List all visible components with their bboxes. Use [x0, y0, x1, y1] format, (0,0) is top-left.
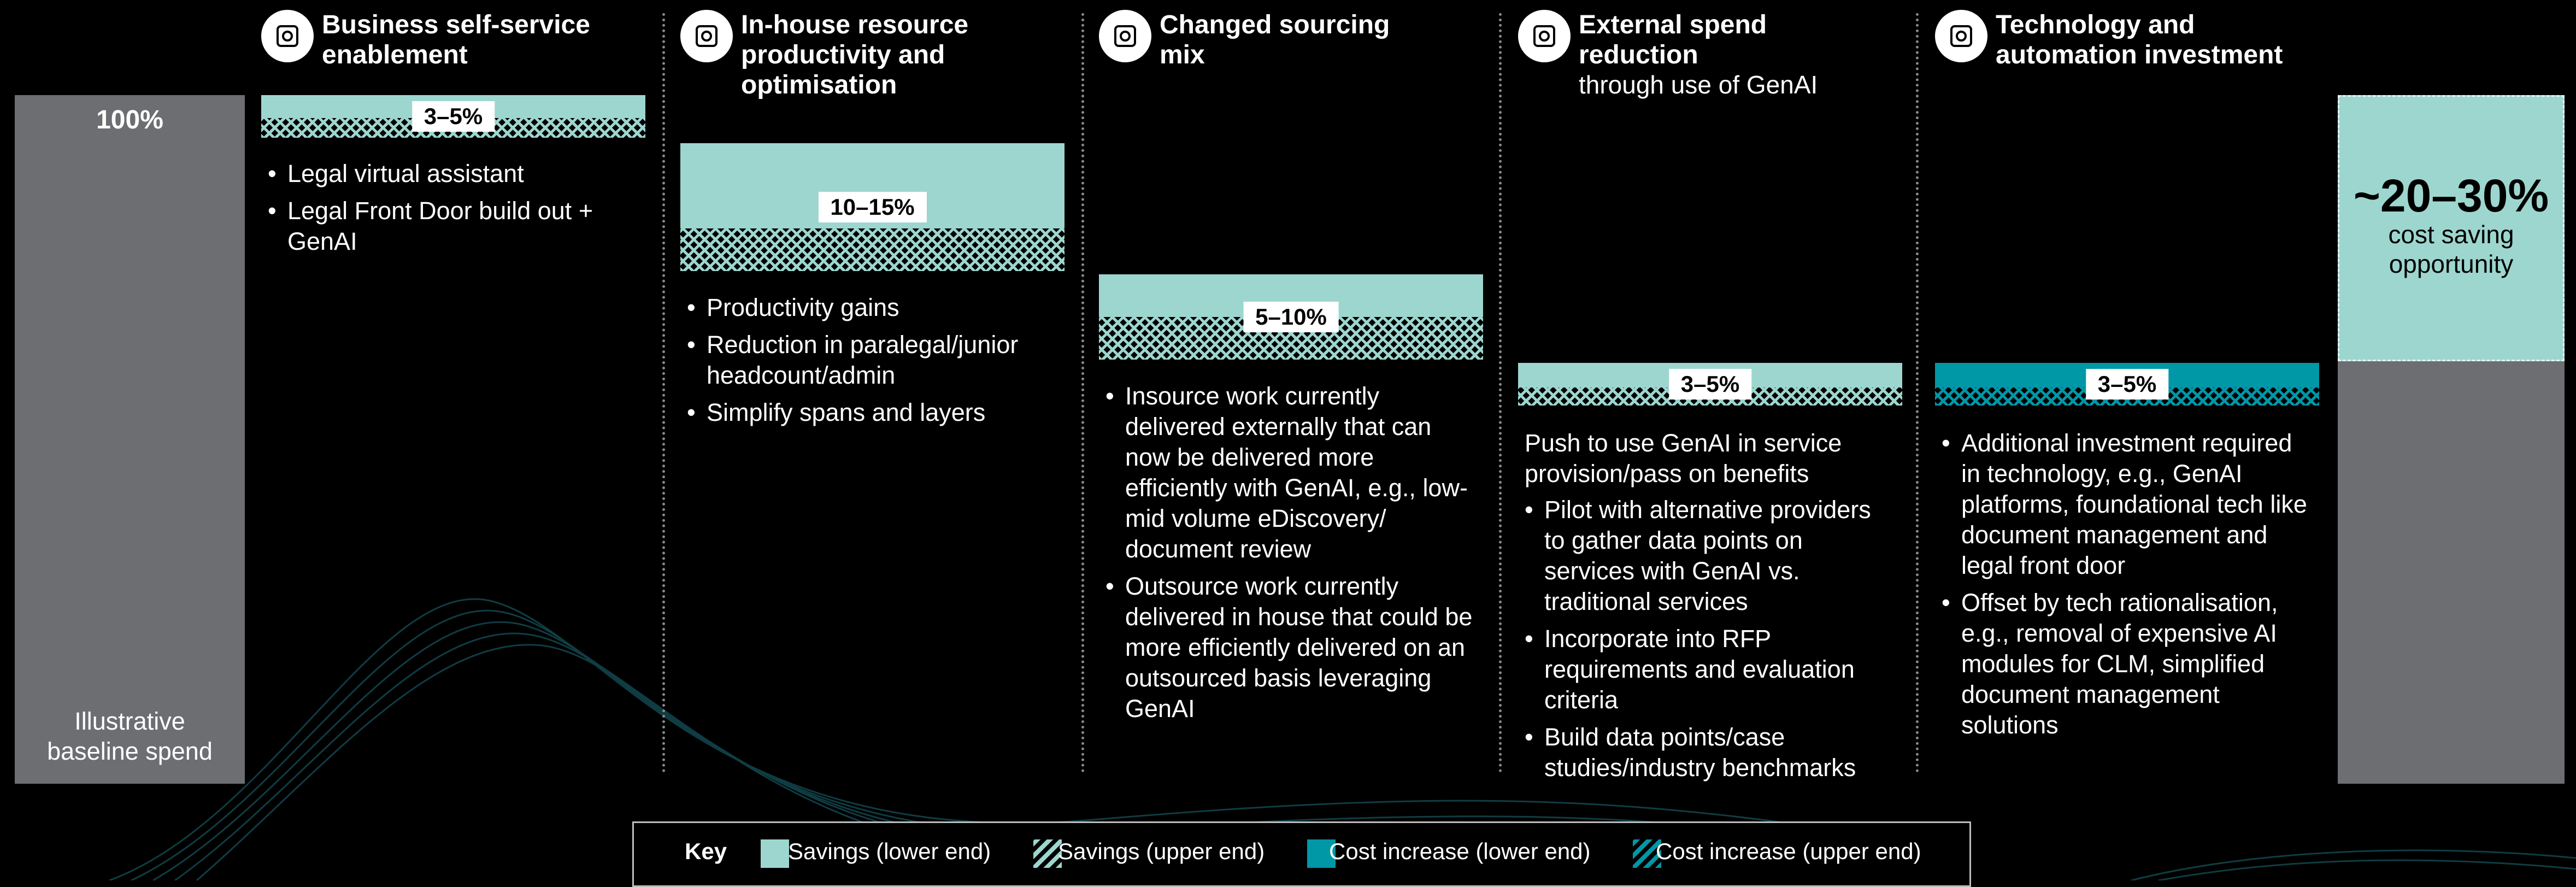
bullet-list: Pilot with alternative providers to gath…: [1525, 495, 1896, 783]
icon-glyph: [1950, 25, 1972, 47]
bullet: Pilot with alternative providers to gath…: [1525, 495, 1896, 617]
key-item: Cost increase (lower end): [1329, 838, 1591, 864]
divider: [1499, 13, 1502, 773]
bullet-list: Insource work currently delivered extern…: [1105, 381, 1477, 724]
baseline-bar: [15, 95, 245, 784]
bullet: Reduction in paralegal/junior headcount/…: [687, 330, 1058, 391]
divider: [1081, 13, 1084, 773]
key-title: Key: [685, 838, 727, 864]
baseline-value: 100%: [96, 105, 163, 134]
lever-text: Productivity gains Reduction in paralegal…: [687, 292, 1058, 434]
key: Key Savings (lower end) Savings (upper e…: [632, 821, 1971, 887]
key-swatch: [1633, 839, 1661, 868]
bullet-list: Legal virtual assistant Legal Front Door …: [268, 158, 639, 257]
range-label: 10–15%: [818, 192, 927, 222]
lever-title: In-house resource productivity and optim…: [741, 10, 1014, 100]
lever-text: Push to use GenAI in service provision/p…: [1525, 428, 1896, 790]
lever-title-text: Changed sourcing mix: [1160, 10, 1390, 69]
bullet: Insource work currently delivered extern…: [1105, 381, 1477, 565]
key-swatch: [761, 839, 789, 868]
lever-title-text: External spend reduction: [1579, 10, 1767, 69]
result-bar: [2338, 95, 2565, 361]
icon-glyph: [696, 25, 717, 47]
icon: [261, 10, 314, 62]
bullet: Legal virtual assistant: [268, 158, 639, 189]
range-label: 3–5%: [2085, 369, 2169, 400]
icon: [1518, 10, 1571, 62]
divider: [662, 13, 665, 773]
lever-title: Changed sourcing mix: [1160, 10, 1433, 70]
bullet: Outsource work currently delivered in ho…: [1105, 571, 1477, 724]
lever-intro: Push to use GenAI in service provision/p…: [1525, 429, 1842, 487]
lever-text: Additional investment required in techno…: [1942, 428, 2313, 747]
bullet-list: Additional investment required in techno…: [1942, 428, 2313, 741]
lever-title: External spend reduction through use of G…: [1579, 10, 1819, 100]
lever-title-text: In-house resource productivity and optim…: [741, 10, 969, 99]
lever-subtitle: through use of GenAI: [1579, 71, 1818, 99]
key-item: Savings (lower end): [788, 838, 991, 864]
icon: [1099, 10, 1151, 62]
lever-title: Business self-service enablement: [322, 10, 650, 70]
icon-glyph: [1114, 25, 1136, 47]
icon-glyph: [277, 25, 298, 47]
lever-text: Legal virtual assistant Legal Front Door …: [268, 158, 639, 263]
result-value: ~20–30%: [2353, 170, 2549, 221]
icon: [1935, 10, 1987, 62]
bullet: Simplify spans and layers: [687, 397, 1058, 428]
lever-title-text: Business self-service enablement: [322, 10, 590, 69]
result-rest: [2338, 361, 2565, 784]
key-item: Savings (upper end): [1058, 838, 1265, 864]
key-item: Cost increase (upper end): [1656, 838, 1921, 864]
range-label: 5–10%: [1243, 302, 1339, 332]
range-label: 3–5%: [411, 101, 495, 132]
lever-title-text: Technology and automation investment: [1996, 10, 2283, 69]
bullet: Offset by tech rationalisation, e.g., re…: [1942, 588, 2313, 741]
result-label: cost saving opportunity: [2388, 220, 2514, 278]
bar-upper: [680, 228, 1064, 271]
baseline-label: Illustrative baseline spend: [47, 707, 213, 765]
bullet-list: Productivity gains Reduction in paralegal…: [687, 292, 1058, 428]
divider: [1916, 13, 1919, 773]
bullet: Productivity gains: [687, 292, 1058, 323]
range-label: 3–5%: [1668, 369, 1752, 400]
icon: [680, 10, 733, 62]
key-swatch: [1033, 839, 1062, 868]
bullet: Legal Front Door build out + GenAI: [268, 196, 639, 257]
bullet: Incorporate into RFP requirements and ev…: [1525, 624, 1896, 715]
key-swatch: [1307, 839, 1336, 868]
bullet: Additional investment required in techno…: [1942, 428, 2313, 581]
lever-title: Technology and automation investment: [1996, 10, 2334, 70]
lever-text: Insource work currently delivered extern…: [1105, 381, 1477, 731]
bullet: Build data points/case studies/industry …: [1525, 722, 1896, 783]
icon-glyph: [1533, 25, 1555, 47]
